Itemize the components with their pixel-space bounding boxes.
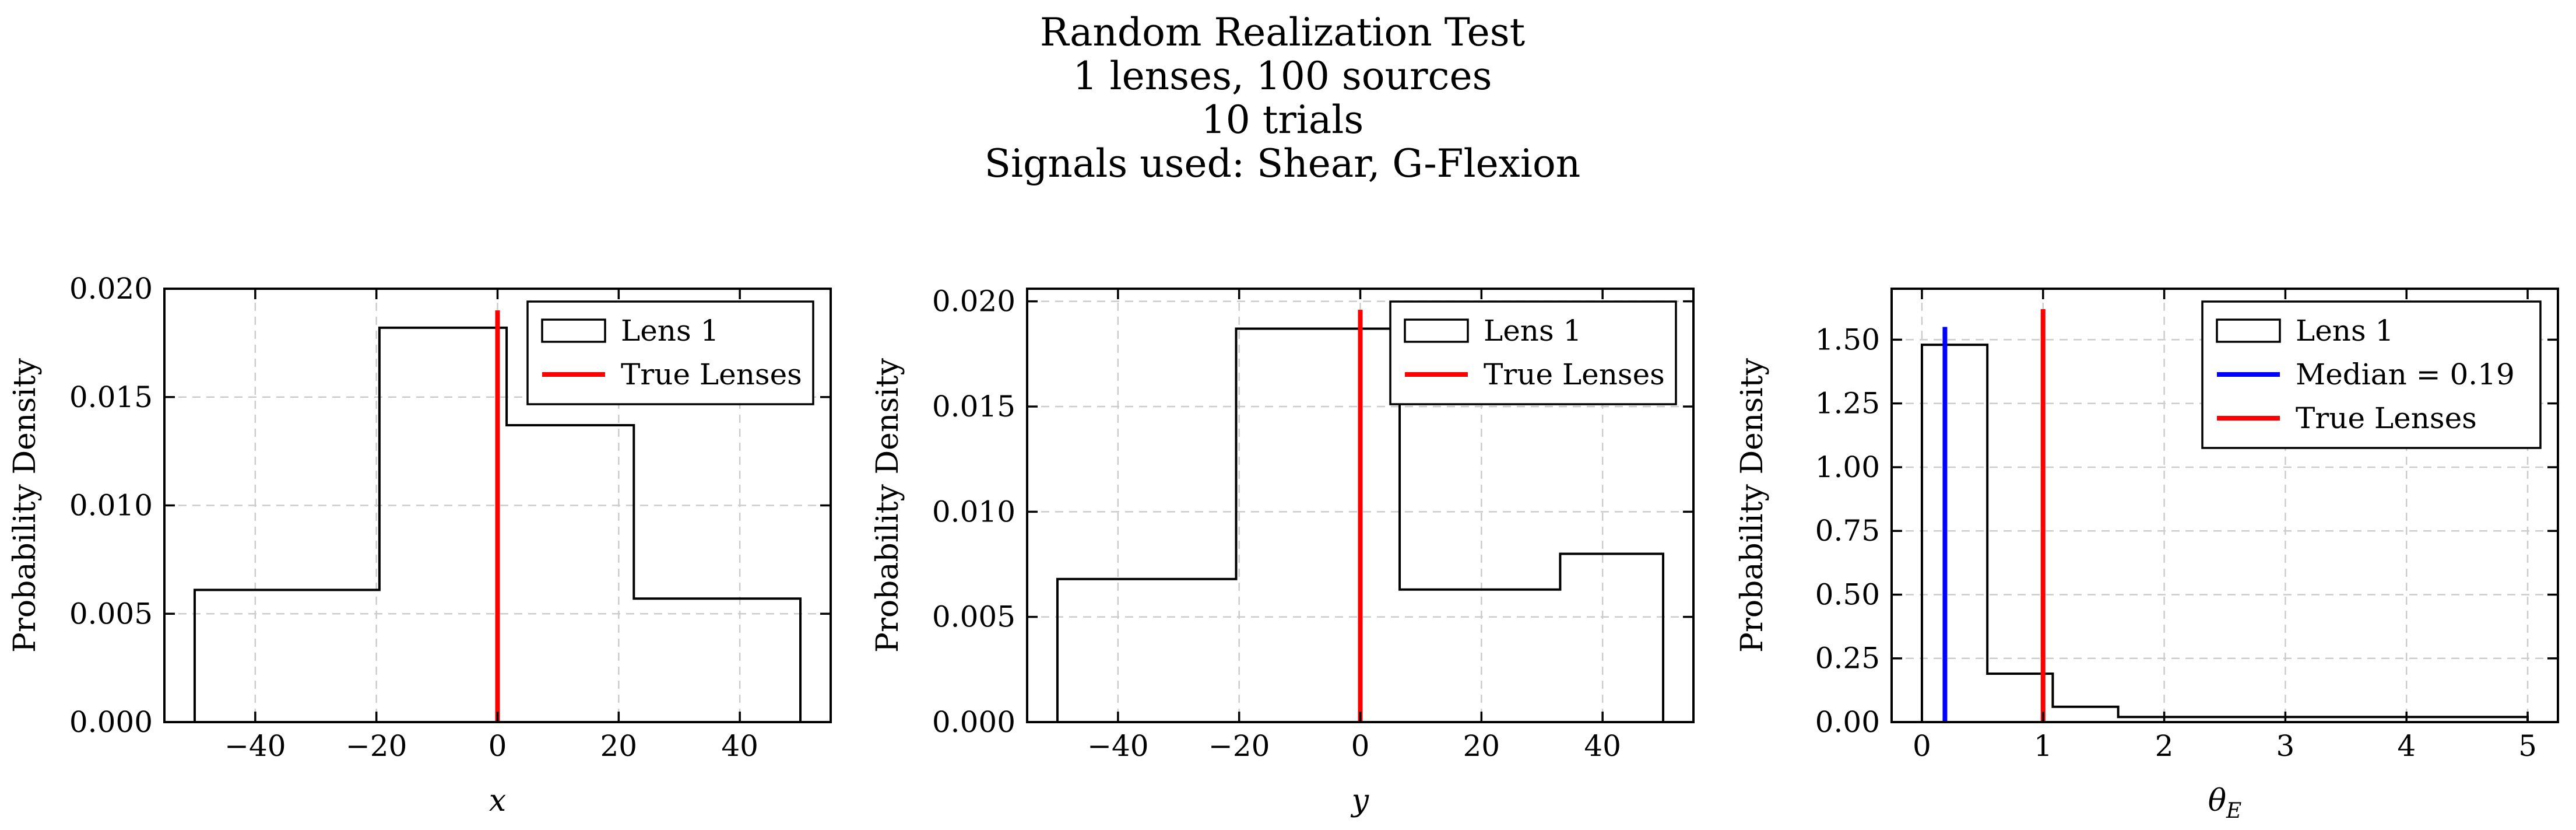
chart-1-xtick-label-2: 0	[1351, 729, 1370, 763]
chart-2-legend-label-0: Lens 1	[2296, 314, 2394, 348]
chart-2-xtick-label-4: 4	[2397, 729, 2416, 763]
chart-1-ylabel: Probability Density	[870, 358, 905, 653]
chart-2-ylabel: Probability Density	[1735, 358, 1770, 653]
chart-2-ytick-label-3: 0.75	[1815, 514, 1880, 548]
chart-1-legend-swatch-0	[1404, 318, 1469, 343]
chart-1-ytick-label-3: 0.015	[932, 390, 1015, 423]
title-line-3: 10 trials	[1201, 97, 1363, 142]
chart-1-legend: Lens 1 True Lenses	[1389, 300, 1677, 405]
chart-1-ytick-label-0: 0.000	[932, 705, 1015, 739]
chart-2-histogram-lens-1	[1920, 344, 2529, 722]
chart-2-legend-swatch-0	[2216, 318, 2281, 343]
chart-0-xtick-label-2: 0	[489, 729, 507, 763]
chart-2-xtick-label-1: 1	[2034, 729, 2053, 763]
chart-1-ytick-label-2: 0.010	[932, 495, 1015, 528]
chart-0-ylabel: Probability Density	[8, 358, 43, 653]
chart-0-xtick-label-4: 40	[721, 729, 758, 763]
chart-2-xtick-label-3: 3	[2276, 729, 2295, 763]
chart-1-legend-label-0: Lens 1	[1484, 314, 1582, 348]
chart-2-xtick-label-0: 0	[1913, 729, 1931, 763]
title-line-2: 1 lenses, 100 sources	[1073, 54, 1492, 99]
chart-0-legend-swatch-0	[541, 318, 606, 343]
chart-0-legend-label-1: True Lenses	[621, 358, 802, 391]
chart-2-xtick-label-5: 5	[2518, 729, 2537, 763]
histogram-x-panel: −40 −20 0 20 40 0.000 0.005 0.010 0.015 0.020 x Pro…	[8, 272, 832, 818]
chart-2-xtick-label-2: 2	[2155, 729, 2174, 763]
chart-1-ytick-label-4: 0.020	[932, 285, 1015, 318]
chart-2-legend: Lens 1 Median = 0.19 True Lenses	[2201, 300, 2542, 449]
chart-0-xlabel: x	[489, 783, 506, 818]
chart-2-legend-label-2: True Lenses	[2296, 401, 2477, 435]
chart-0-ytick-label-1: 0.005	[69, 597, 153, 631]
chart-1-ytick-label-1: 0.005	[932, 600, 1015, 634]
chart-2-ytick-label-5: 1.25	[1815, 387, 1880, 421]
chart-2-ytick-label-2: 0.50	[1815, 577, 1880, 611]
chart-2-axes-frame	[1890, 288, 2559, 723]
chart-0-ytick-label-0: 0.000	[69, 705, 153, 739]
histogram-theta-e-panel: 0 1 2 3 4 50.000.250.500.751.001.251.50θEProb…	[1735, 288, 2559, 823]
chart-0-ytick-label-2: 0.010	[69, 489, 153, 523]
chart-2-xlabel-subscript: E	[2226, 799, 2241, 823]
figure-title: Random Realization Test 1 lenses, 100 so…	[985, 10, 1580, 186]
chart-1-xlabel: y	[1351, 783, 1369, 818]
chart-1-xtick-label-0: −40	[1087, 729, 1149, 763]
chart-0-xtick-label-0: −40	[224, 729, 286, 763]
title-line-4: Signals used: Shear, G-Flexion	[985, 141, 1580, 186]
chart-1-xtick-label-3: 20	[1463, 729, 1500, 763]
chart-0-ytick-label-3: 0.015	[69, 380, 153, 414]
chart-0-legend: Lens 1 True Lenses	[526, 300, 814, 405]
chart-1-histogram-lens-1	[1056, 327, 1665, 722]
title-line-1: Random Realization Test	[1040, 10, 1525, 55]
chart-1-legend-label-1: True Lenses	[1484, 358, 1665, 391]
chart-2-ytick-label-0: 0.00	[1815, 705, 1880, 739]
chart-2-ytick-label-6: 1.50	[1815, 323, 1880, 356]
chart-2-ytick-label-1: 0.25	[1815, 642, 1880, 675]
chart-0-histogram-lens-1	[193, 326, 802, 722]
chart-2-ytick-label-4: 1.00	[1815, 450, 1880, 484]
chart-1-xtick-label-1: −20	[1208, 729, 1270, 763]
chart-2-legend-label-1: Median = 0.19	[2296, 358, 2515, 391]
chart-0-xtick-label-1: −20	[346, 729, 407, 763]
chart-0-ytick-label-4: 0.020	[69, 272, 153, 306]
histogram-y-panel: −40 −20 0 20 40 0.000 0.005 0.010 0.015 0.020 y Pro…	[870, 285, 1695, 818]
chart-0-legend-label-0: Lens 1	[621, 314, 719, 348]
chart-1-xtick-label-4: 40	[1584, 729, 1621, 763]
chart-0-xtick-label-3: 20	[600, 729, 638, 763]
